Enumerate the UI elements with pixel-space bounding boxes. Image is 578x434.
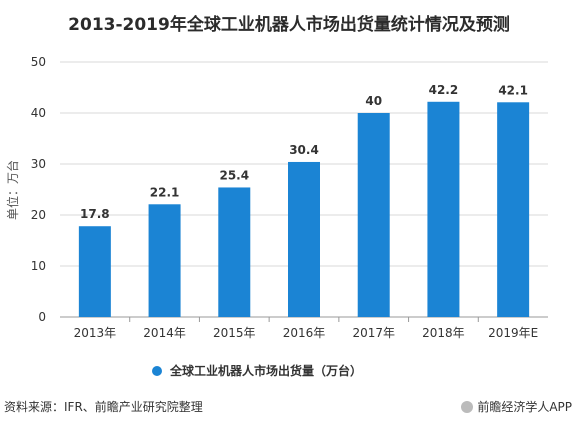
x-tick-label: 2019年E	[488, 326, 538, 340]
app-logo-icon	[461, 400, 474, 413]
source-note: 资料来源：IFR、前瞻产业研究院整理	[4, 400, 203, 414]
app-brand-label: 前瞻经济学人APP	[477, 400, 572, 414]
data-label: 30.4	[289, 143, 319, 157]
y-axis-label: 单位：万台	[5, 160, 20, 220]
data-label: 40	[365, 94, 382, 108]
bar	[78, 226, 111, 317]
y-tick-label: 40	[31, 106, 46, 120]
x-axis-ticks: 2013年 2014年 2015年 2016年 2017年 2018年 2019年E	[74, 317, 538, 340]
y-tick-label: 10	[31, 259, 46, 273]
chart-title: 2013-2019年全球工业机器人市场出货量统计情况及预测	[68, 15, 510, 35]
x-tick-label: 2016年	[283, 326, 326, 340]
x-tick-label: 2014年	[143, 326, 186, 340]
y-tick-label: 50	[31, 55, 46, 69]
bar	[288, 161, 320, 317]
legend: 全球工业机器人市场出货量（万台）	[152, 362, 362, 379]
x-tick-label: 2013年	[74, 326, 117, 340]
y-tick-label: 20	[31, 208, 46, 222]
data-label: 17.8	[80, 207, 110, 221]
bar	[497, 102, 530, 317]
data-label: 42.2	[429, 83, 459, 97]
legend-label: 全球工业机器人市场出货量（万台）	[170, 364, 363, 378]
app-brand: 前瞻经济学人APP	[461, 398, 572, 415]
bars	[78, 101, 530, 317]
x-tick-label: 2018年	[422, 326, 465, 340]
x-tick-label: 2017年	[352, 326, 395, 340]
bar	[218, 187, 251, 317]
bar	[357, 113, 390, 317]
bar	[148, 204, 181, 317]
data-labels: 17.8 22.1 25.4 30.4 40 42.2 42.1	[80, 83, 528, 221]
data-label: 25.4	[219, 168, 249, 182]
y-tick-label: 30	[31, 157, 46, 171]
data-label: 22.1	[150, 185, 180, 199]
y-axis-ticks: 0 10 20 30 40 50	[31, 55, 46, 324]
x-tick-label: 2015年	[213, 326, 256, 340]
data-label: 42.1	[498, 83, 528, 97]
bar	[427, 101, 460, 317]
legend-marker	[152, 365, 162, 376]
y-tick-label: 0	[38, 310, 46, 324]
